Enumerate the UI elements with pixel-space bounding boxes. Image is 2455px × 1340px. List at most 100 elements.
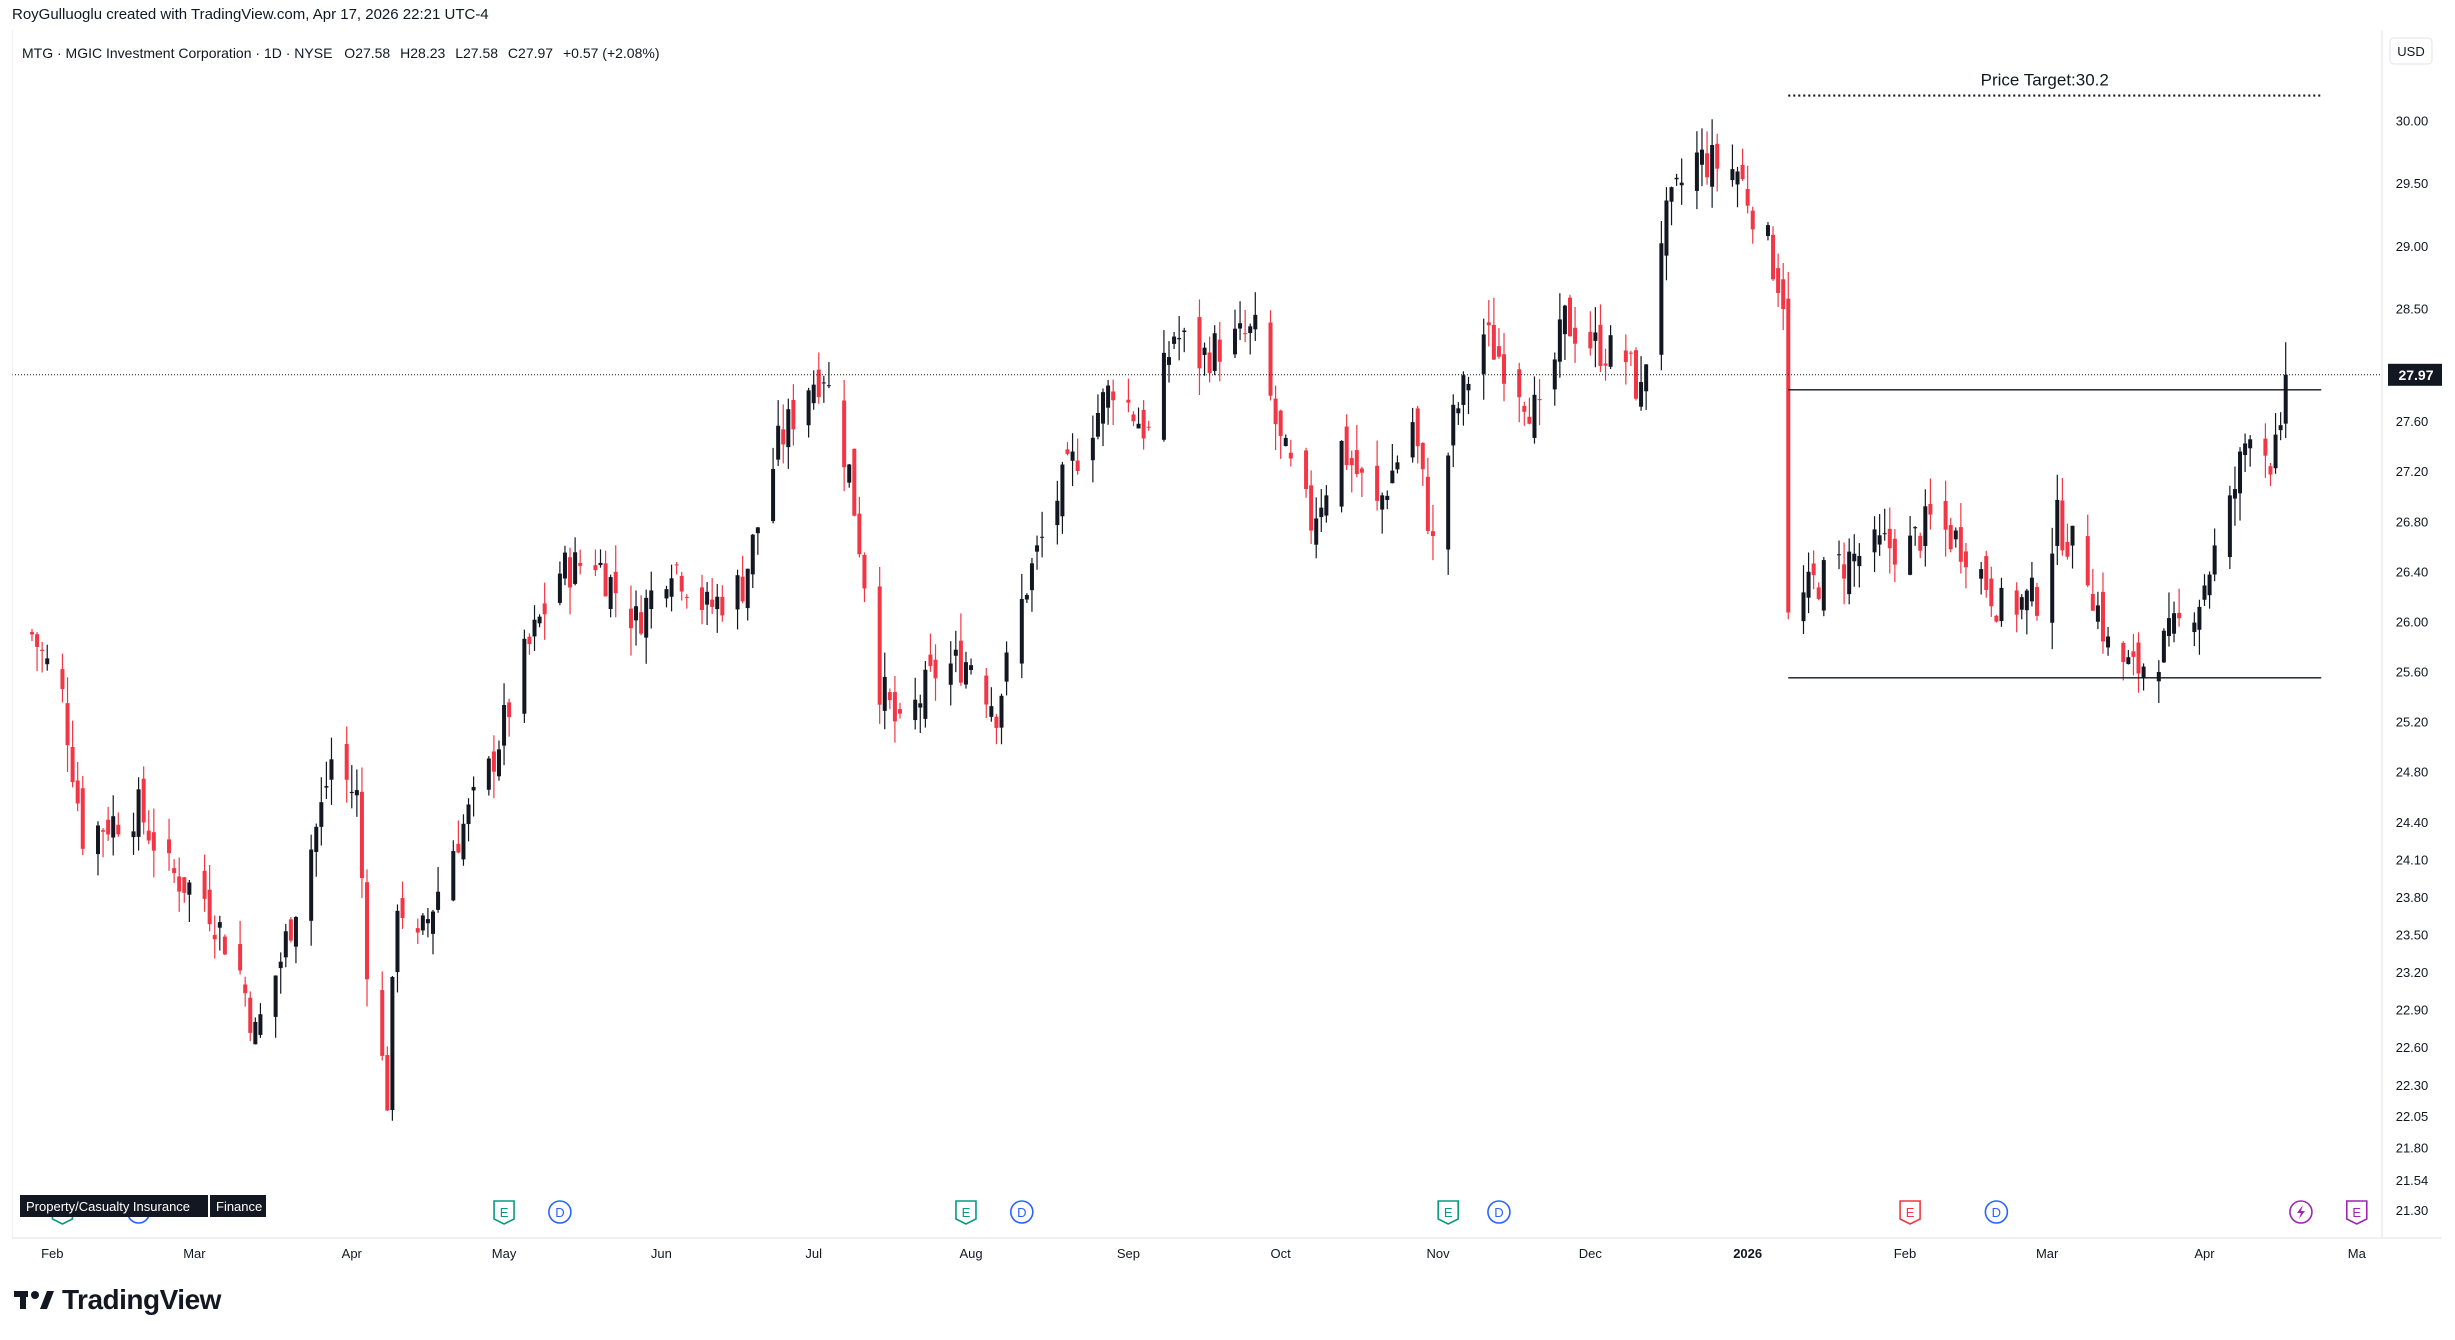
candle [1090,415,1095,483]
candle [745,568,750,621]
candle [852,448,857,517]
candle [1268,310,1273,401]
candle [2106,626,2111,656]
y-tick-label: 22.60 [2396,1040,2429,1055]
candle [750,533,755,589]
legend-low-value: 27.58 [463,45,498,61]
candle [2050,527,2055,650]
candle [1527,397,1532,425]
legend-close-label: C [508,45,518,61]
candle [1060,461,1065,534]
dividend-marker[interactable]: D [1984,1200,2009,1224]
candle [969,658,974,675]
candle [486,756,491,796]
candle [1857,543,1862,588]
candle [1710,119,1715,208]
candle [1167,341,1172,383]
x-tick-label: Jul [805,1246,822,1261]
svg-text:E: E [962,1205,971,1220]
candle [1730,144,1735,187]
candle [608,574,613,618]
candle [1410,407,1415,463]
currency-badge[interactable]: USD [2389,37,2433,65]
chart-header: RoyGulluoglu created with TradingView.co… [12,6,489,23]
candle [948,641,953,706]
candle [1446,452,1451,575]
earnings-marker[interactable]: E [1899,1200,1921,1225]
x-tick-label: Mar [183,1246,206,1261]
x-tick-label: Sep [1117,1246,1140,1261]
y-tick-label: 22.30 [2396,1078,2429,1093]
candle [720,585,725,622]
time-axis[interactable]: Feb Mar Apr May Jun Jul Aug Sep Oct Nov Dec 2026 Feb… [41,1246,2366,1261]
earnings-marker[interactable]: E [955,1200,977,1225]
x-tick-label: Feb [1894,1246,1916,1261]
candle [1324,485,1329,523]
candle [2202,574,2207,606]
y-tick-label: 22.05 [2396,1109,2429,1124]
dividend-marker[interactable]: D [548,1200,572,1224]
candle [167,818,172,871]
candle [1202,342,1207,376]
candle [45,644,50,671]
candle [1359,466,1364,498]
legend-symbol: MTG · MGIC Investment Corporation · 1D ·… [22,45,332,61]
candle [1740,148,1745,181]
candle [1238,301,1243,341]
candle [2121,641,2126,681]
price-target-annotation[interactable]: Price Target:30.2 [1981,71,2109,90]
candle [288,917,293,943]
candle [2197,599,2202,655]
candle [1111,379,1116,426]
candle [1786,272,1791,620]
candle [1106,379,1111,425]
candle [35,632,40,672]
earnings-marker[interactable]: E [2345,1200,2368,1225]
candle [1491,297,1496,360]
candle [146,810,151,845]
candle [253,1017,258,1045]
tradingview-logo[interactable]: TradingView [14,1284,221,1316]
earnings-marker[interactable]: E [493,1200,515,1225]
candle [1040,511,1045,558]
y-tick-label: 24.40 [2396,815,2429,830]
candle [1309,470,1314,544]
candle [1253,292,1258,341]
candle [1847,538,1852,605]
tradingview-brand: TradingView [62,1284,221,1315]
candle [1380,492,1385,534]
candle [603,550,608,597]
candle [30,628,34,642]
candle [258,1003,263,1038]
chart-background [12,30,2442,1270]
legend-high-label: H [400,45,410,61]
split-marker[interactable] [2289,1200,2313,1224]
candle [283,923,288,968]
candle [669,564,674,612]
candle [705,581,710,626]
dividend-marker[interactable]: D [1487,1200,1511,1224]
candle [2177,588,2182,627]
earnings-marker[interactable]: E [1437,1200,1459,1225]
candle [771,447,776,524]
candle [1344,414,1349,470]
tradingview-logo-icon [14,1291,54,1309]
candle [1994,614,1999,623]
candle [1573,306,1578,363]
y-tick-label: 23.80 [2396,890,2429,905]
sector-tags[interactable]: Property/Casualty Insurance Finance [20,1195,266,1217]
candle [202,854,207,912]
candle [806,387,811,438]
legend-open-label: O [344,45,355,61]
candle [1385,490,1390,510]
candle [451,840,456,902]
candle [116,812,121,837]
candle [984,667,989,718]
candle [634,590,639,646]
candle [963,651,968,689]
candle [420,913,425,935]
x-tick-label: Feb [41,1246,63,1261]
candlestick-chart[interactable]: 30.5030.0029.5029.0028.5027.6027.2026.80… [11,30,2444,1270]
dividend-marker[interactable]: D [1010,1200,1034,1224]
candle [1989,566,1994,617]
